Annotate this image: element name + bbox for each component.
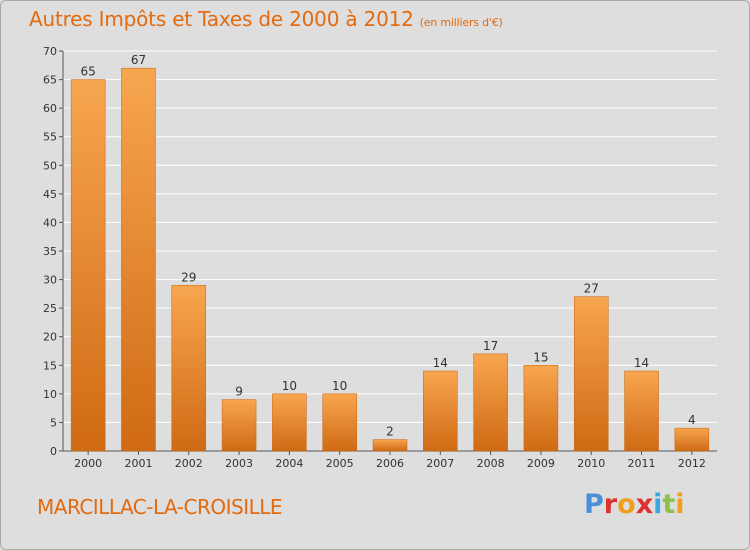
x-tick-labels: 2000 2001 2002 2003 2004 2005 2006 2007 2008 2009… bbox=[74, 457, 706, 470]
data-label: 17 bbox=[483, 339, 498, 353]
y-tick-label: 60 bbox=[43, 102, 57, 115]
y-tick-labels: 0 5 10 15 20 25 30 35 40 45 50 55 60 65 70 bbox=[43, 45, 57, 458]
data-label: 14 bbox=[634, 356, 649, 370]
axes bbox=[59, 50, 717, 455]
x-tick-label: 2001 bbox=[124, 457, 152, 470]
grid-lines bbox=[63, 50, 717, 423]
data-label: 29 bbox=[181, 270, 196, 284]
y-tick-label: 40 bbox=[43, 216, 57, 229]
x-tick-label: 2004 bbox=[275, 457, 303, 470]
bar-2007 bbox=[423, 370, 458, 452]
logo-letter: r bbox=[603, 489, 618, 520]
y-tick-label: 15 bbox=[43, 359, 57, 372]
logo-letter: P bbox=[584, 489, 604, 520]
y-tick-label: 45 bbox=[43, 188, 57, 201]
logo-letter: x bbox=[635, 489, 654, 520]
x-tick-label: 2008 bbox=[477, 457, 505, 470]
x-tick-label: 2010 bbox=[577, 457, 605, 470]
data-label: 10 bbox=[282, 379, 297, 393]
bar-2002 bbox=[171, 285, 207, 452]
bar-2008 bbox=[473, 353, 508, 452]
x-tick-label: 2006 bbox=[376, 457, 404, 470]
data-label: 14 bbox=[433, 356, 448, 370]
y-tick-label: 50 bbox=[43, 159, 57, 172]
x-tick-label: 2002 bbox=[175, 457, 203, 470]
data-label: 15 bbox=[533, 350, 548, 364]
logo-letter: t bbox=[662, 489, 676, 520]
chart-title-text: Autres Impôts et Taxes de 2000 à 2012 bbox=[29, 7, 414, 31]
x-tick-label: 2003 bbox=[225, 457, 253, 470]
logo-letter: i bbox=[653, 489, 663, 520]
chart-subtitle: (en milliers d'€) bbox=[419, 16, 503, 29]
data-label: 10 bbox=[332, 379, 347, 393]
bar-2006 bbox=[372, 439, 408, 452]
y-tick-label: 70 bbox=[43, 45, 57, 58]
bar-2011 bbox=[624, 370, 659, 452]
y-tick-label: 35 bbox=[43, 245, 57, 258]
bar-2010 bbox=[573, 296, 609, 452]
data-label: 27 bbox=[584, 282, 599, 296]
y-tick-label: 55 bbox=[43, 131, 57, 144]
y-tick-label: 5 bbox=[50, 416, 57, 429]
bar-2001 bbox=[121, 67, 156, 452]
data-label: 67 bbox=[131, 53, 146, 67]
bar-2004 bbox=[272, 393, 307, 452]
y-tick-label: 30 bbox=[43, 274, 57, 287]
x-tick-label: 2009 bbox=[527, 457, 555, 470]
bars bbox=[70, 67, 710, 452]
x-tick-label: 2007 bbox=[426, 457, 454, 470]
y-tick-label: 25 bbox=[43, 302, 57, 315]
y-tick-label: 20 bbox=[43, 331, 57, 344]
data-label: 4 bbox=[688, 413, 696, 427]
x-tick-label: 2012 bbox=[678, 457, 706, 470]
bar-2005 bbox=[322, 393, 357, 452]
x-tick-label: 2011 bbox=[628, 457, 656, 470]
bar-2000 bbox=[70, 79, 106, 452]
y-tick-label: 65 bbox=[43, 74, 57, 87]
chart-title: Autres Impôts et Taxes de 2000 à 2012 (en… bbox=[29, 7, 503, 31]
data-label: 2 bbox=[386, 425, 394, 439]
y-tick-label: 10 bbox=[43, 388, 57, 401]
data-label: 65 bbox=[81, 65, 96, 79]
logo-letter: o bbox=[617, 489, 636, 520]
y-tick-label: 0 bbox=[50, 445, 57, 458]
data-label: 9 bbox=[235, 385, 243, 399]
logo-letter: i bbox=[675, 489, 685, 520]
x-tick-label: 2000 bbox=[74, 457, 102, 470]
commune-name: MARCILLAC-LA-CROISILLE bbox=[37, 495, 283, 519]
proxiti-logo: Proxiti bbox=[584, 489, 685, 520]
bar-2003 bbox=[221, 399, 257, 452]
bar-2012 bbox=[674, 427, 710, 452]
data-labels: 65 67 29 9 10 10 2 14 17 15 27 14 4 bbox=[81, 53, 696, 438]
x-tick-label: 2005 bbox=[326, 457, 354, 470]
bar-2009 bbox=[523, 365, 559, 452]
